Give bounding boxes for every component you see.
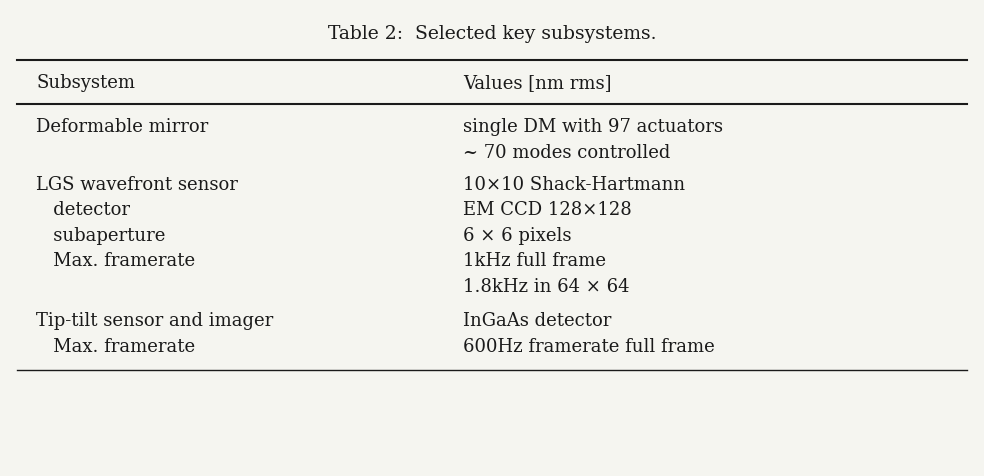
Text: Tip-tilt sensor and imager: Tip-tilt sensor and imager: [36, 312, 274, 330]
Text: detector: detector: [36, 201, 130, 219]
Text: subaperture: subaperture: [36, 227, 165, 245]
Text: 10×10 Shack-Hartmann: 10×10 Shack-Hartmann: [462, 176, 685, 194]
Text: LGS wavefront sensor: LGS wavefront sensor: [36, 176, 238, 194]
Text: Deformable mirror: Deformable mirror: [36, 118, 209, 136]
Text: Max. framerate: Max. framerate: [36, 252, 195, 270]
Text: 1.8kHz in 64 × 64: 1.8kHz in 64 × 64: [462, 278, 630, 296]
Text: Table 2:  Selected key subsystems.: Table 2: Selected key subsystems.: [328, 25, 656, 43]
Text: 600Hz framerate full frame: 600Hz framerate full frame: [462, 337, 714, 356]
Text: 1kHz full frame: 1kHz full frame: [462, 252, 606, 270]
Text: ~ 70 modes controlled: ~ 70 modes controlled: [462, 143, 670, 161]
Text: single DM with 97 actuators: single DM with 97 actuators: [462, 118, 723, 136]
Text: InGaAs detector: InGaAs detector: [462, 312, 611, 330]
Text: 6 × 6 pixels: 6 × 6 pixels: [462, 227, 572, 245]
Text: Max. framerate: Max. framerate: [36, 337, 195, 356]
Text: EM CCD 128×128: EM CCD 128×128: [462, 201, 632, 219]
Text: Values [nm rms]: Values [nm rms]: [462, 74, 611, 92]
Text: Subsystem: Subsystem: [36, 74, 135, 92]
